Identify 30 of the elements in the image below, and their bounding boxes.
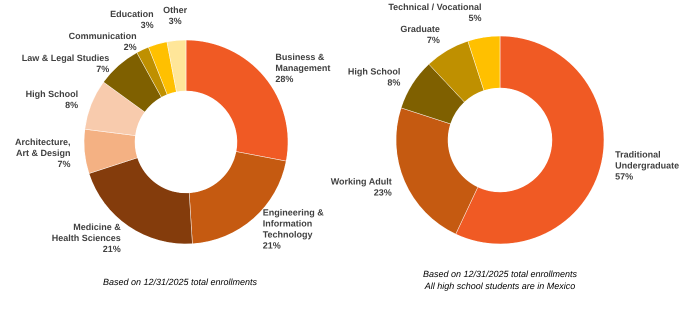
slice-label: Business & Management — [275, 52, 330, 74]
data-label: 7% — [426, 34, 440, 45]
data-label: 5% — [468, 12, 482, 23]
data-label: 7% — [96, 64, 110, 74]
data-label: 3% — [168, 16, 182, 26]
slice-label: Technical / Vocational — [388, 2, 482, 12]
data-label: 8% — [65, 100, 78, 110]
slice-label: Law & Legal Studies — [22, 53, 110, 64]
data-label: 2% — [124, 42, 137, 52]
data-label: 21% — [262, 240, 281, 251]
data-label: 23% — [374, 187, 392, 198]
slice-label: Other — [163, 5, 188, 16]
slice-label: Graduate — [400, 24, 440, 34]
data-label: 8% — [387, 77, 400, 88]
slice-label: High School — [348, 66, 400, 76]
data-label: 7% — [58, 158, 71, 169]
data-label: 57% — [615, 172, 634, 182]
slice-label: Traditional Undergraduate — [615, 150, 680, 171]
slice-label: Communication — [68, 31, 137, 42]
data-label: 3% — [140, 20, 154, 30]
slice-label: Working Adult — [330, 176, 392, 186]
text: Based on 12/31/2025 total enrollments All high school students are in Mexico — [422, 269, 578, 291]
text: Based on 12/31/2025 total enrollments — [102, 277, 258, 287]
data-label: 21% — [102, 244, 121, 254]
slice-label: High School — [26, 88, 78, 99]
slice-label: Education — [110, 9, 154, 20]
slice-label: Engineering & Information Technology — [262, 208, 324, 240]
slice-label: Medicine & Health Sciences — [52, 222, 122, 243]
slice-label: Architecture, Art & Design — [14, 136, 71, 158]
data-label: 28% — [275, 74, 294, 84]
